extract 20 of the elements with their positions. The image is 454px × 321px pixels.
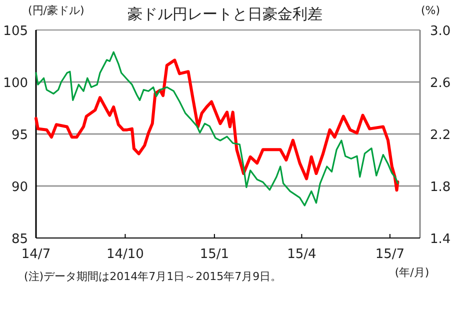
y-tick-label: 105 [3, 24, 28, 39]
x-tick-label: 14/7 [21, 247, 51, 262]
y-tick-label: 95 [11, 128, 28, 143]
y2-tick-label: 1.4 [430, 232, 451, 247]
x-tick-label: 15/7 [375, 247, 405, 262]
chart-title: 豪ドル円レートと日豪金利差 [128, 5, 322, 23]
y-axis-title: (円/豪ドル) [28, 4, 84, 17]
y-tick-label: 100 [3, 76, 28, 91]
y2-tick-label: 3.0 [430, 24, 451, 39]
y2-tick-label: 2.2 [430, 128, 451, 143]
text: (注)データ期間は2014年7月1日～2015年7月9日。 [24, 270, 282, 283]
y2-tick-label: 1.8 [430, 180, 451, 195]
y2-axis-title: (%) [420, 4, 440, 17]
x-tick-label: 15/4 [287, 247, 316, 262]
y2-tick-label: 2.6 [430, 76, 451, 91]
x-tick-label: 14/10 [106, 247, 144, 262]
y-tick-label: 90 [11, 180, 28, 195]
x-tick-label: 15/1 [200, 247, 230, 262]
y-tick-label: 85 [11, 232, 28, 247]
x-axis-title: (年/月) [394, 266, 430, 279]
